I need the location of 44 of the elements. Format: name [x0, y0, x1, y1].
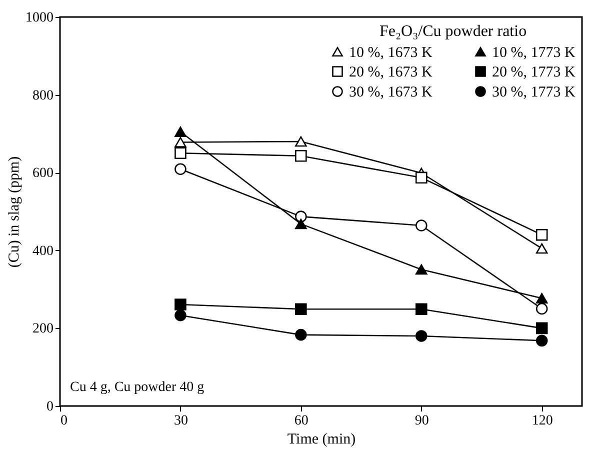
y-tick-label: 400	[32, 244, 54, 259]
y-tick-label: 800	[32, 88, 54, 104]
y-tick-label: 0	[46, 400, 54, 414]
y-tick-label: 200	[32, 322, 54, 337]
point	[174, 163, 186, 175]
y-tick-label: 600	[32, 166, 54, 182]
x-tick-label: 0	[60, 414, 68, 428]
point	[174, 147, 186, 160]
legend-label: 30 %, 1673 K	[349, 84, 432, 100]
point	[174, 137, 186, 148]
point	[295, 136, 307, 147]
point	[295, 303, 307, 316]
point	[415, 220, 428, 232]
x-tick-label: 90	[414, 414, 429, 428]
annotation: Cu 4 g, Cu powder 40 g	[70, 380, 204, 395]
x-axis-title: Time (min)	[287, 432, 356, 448]
point	[536, 302, 548, 315]
x-tick-label: 30	[174, 414, 188, 428]
legend-label: 10 %, 1773 K	[492, 44, 576, 61]
point	[295, 210, 307, 222]
legend-label: 20 %, 1673 K	[349, 64, 432, 80]
y-axis-title: (Cu) in slag (ppm)	[6, 156, 22, 268]
point	[536, 243, 548, 254]
point	[415, 264, 428, 275]
point	[295, 150, 307, 162]
point	[415, 172, 428, 184]
point	[536, 228, 548, 241]
x-tick-label: 120	[532, 414, 553, 428]
point	[415, 303, 428, 316]
point	[295, 328, 307, 341]
point	[536, 322, 548, 334]
point	[174, 126, 186, 137]
point	[415, 330, 428, 342]
point	[536, 334, 548, 347]
point	[295, 218, 307, 230]
point	[174, 309, 186, 322]
point	[174, 298, 186, 310]
legend-title: Fe₂O₃/Cu powder ratio	[379, 23, 527, 40]
legend-label: 30 %, 1773 K	[492, 84, 576, 100]
legend-label: 10 %, 1673 K	[349, 44, 432, 61]
y-tick-label: 1000	[26, 10, 54, 26]
point	[536, 293, 548, 304]
x-tick-label: 60	[294, 414, 308, 428]
legend-label: 20 %, 1773 K	[492, 64, 576, 80]
